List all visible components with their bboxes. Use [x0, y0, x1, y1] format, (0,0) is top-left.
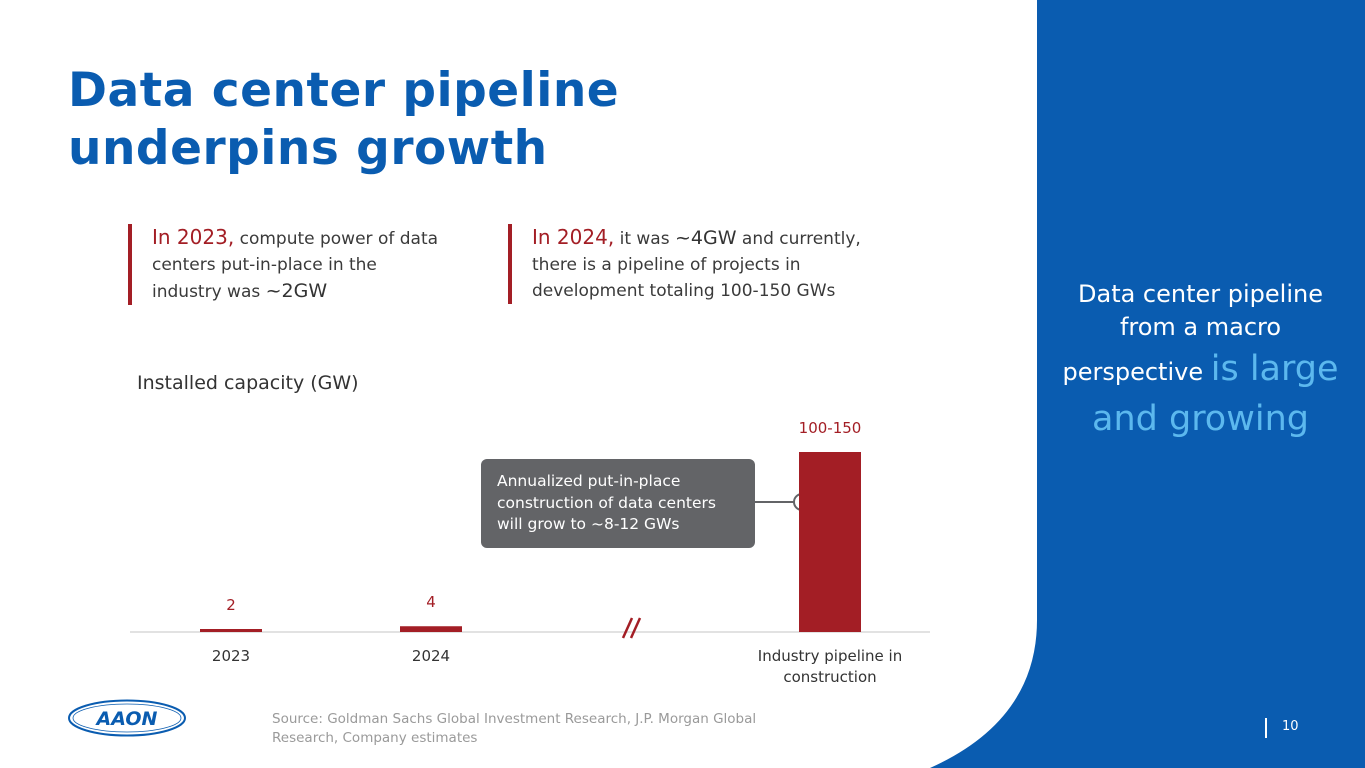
bar-0 [200, 629, 262, 632]
category-label-0: 2023 [212, 647, 250, 665]
pipeline-tooltip: Annualized put-in-place construction of … [481, 459, 755, 548]
page-number: 10 [1282, 719, 1299, 734]
blue-sidebar-shape [930, 0, 1365, 768]
callout-2024-text-1: it was [614, 229, 675, 249]
callout-2023-text: compute power of data centers put-in-pla… [152, 229, 439, 302]
page-number-separator [1265, 718, 1267, 738]
logo-text: AAON [95, 708, 158, 730]
aaon-logo: AAON [68, 699, 186, 737]
callout-2024: In 2024, it was ~4GW and currently, ther… [508, 224, 902, 304]
callout-2023-value: ~2GW [265, 280, 328, 302]
chart-title: Installed capacity (GW) [137, 372, 359, 394]
source-note: Source: Goldman Sachs Global Investment … [272, 711, 757, 746]
sidebar-statement-text: Data center pipeline from a macro perspe… [1062, 280, 1323, 386]
callout-2024-value: ~4GW [674, 227, 737, 249]
category-label-2-line-0: Industry pipeline in [758, 647, 902, 665]
category-label-2-line-1: construction [783, 668, 876, 686]
bar-value-label-2: 100-150 [799, 419, 862, 437]
axis-break-marker [621, 617, 642, 639]
bar-1 [400, 626, 462, 632]
category-label-1: 2024 [412, 647, 450, 665]
bar-value-label-0: 2 [226, 596, 236, 614]
bar-value-label-1: 4 [426, 593, 436, 611]
title-line-2: underpins growth [68, 121, 548, 176]
callout-2024-text-2: and currently, there is a pipeline of pr… [532, 229, 861, 301]
title-line-1: Data center pipeline [68, 63, 620, 118]
capacity-bar-chart: 2 2023 4 2024 100-150 Industry pipeline in con… [130, 419, 930, 686]
callout-2023: In 2023, compute power of data centers p… [128, 224, 442, 305]
callout-2023-highlight: In 2023, [152, 225, 235, 249]
callout-2024-highlight: In 2024, [532, 225, 615, 249]
sidebar-statement: Data center pipeline from a macro perspe… [1058, 278, 1343, 444]
bar-2 [799, 452, 861, 632]
sidebar-statement-accent: is large and growing [1092, 349, 1339, 439]
page-title: Data center pipeline underpins growth [68, 62, 619, 178]
